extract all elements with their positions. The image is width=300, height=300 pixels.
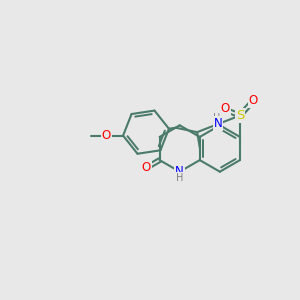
Text: O: O — [101, 129, 111, 142]
Text: N: N — [214, 117, 222, 130]
Text: N: N — [175, 165, 184, 178]
Text: S: S — [236, 109, 244, 122]
Text: O: O — [249, 94, 258, 107]
Text: O: O — [220, 103, 230, 116]
Text: H: H — [213, 113, 221, 124]
Text: H: H — [176, 173, 183, 183]
Text: O: O — [142, 161, 151, 174]
